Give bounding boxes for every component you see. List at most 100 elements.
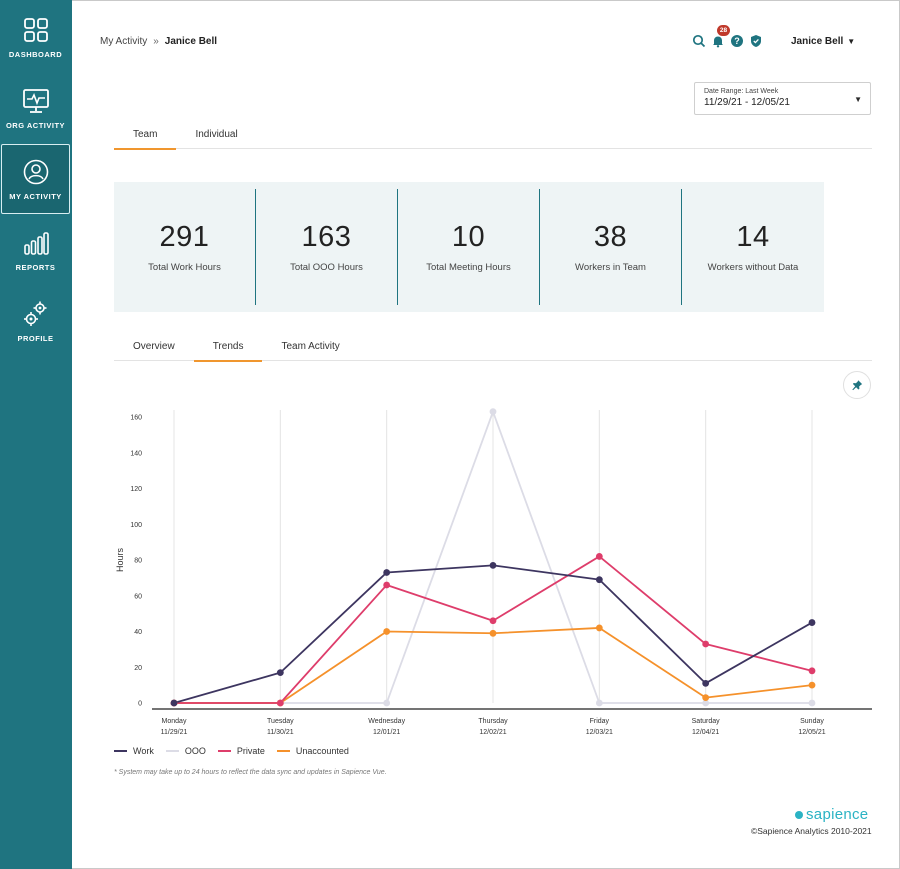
user-name: Janice Bell bbox=[791, 36, 844, 47]
breadcrumb-separator: » bbox=[153, 36, 159, 47]
sidebar-item-label: MY ACTIVITY bbox=[9, 191, 62, 201]
sidebar-item-my-activity[interactable]: MY ACTIVITY bbox=[1, 144, 70, 214]
data-point-unaccounted bbox=[595, 624, 603, 632]
legend-swatch bbox=[276, 750, 290, 752]
y-tick-label: 40 bbox=[134, 629, 142, 636]
x-tick-label-day: Tuesday bbox=[267, 718, 294, 725]
breadcrumb: My Activity » Janice Bell bbox=[100, 36, 217, 47]
stat-label: Workers in Team bbox=[575, 262, 646, 273]
gears-icon bbox=[23, 301, 46, 326]
stat-label: Total OOO Hours bbox=[290, 262, 363, 273]
bar-chart-icon bbox=[23, 231, 49, 255]
stat-value: 291 bbox=[159, 221, 210, 253]
help-icon[interactable]: ? bbox=[730, 34, 744, 48]
pin-button[interactable] bbox=[843, 371, 871, 399]
date-range-value: 11/29/21 - 12/05/21 bbox=[704, 97, 790, 108]
date-range-label: Date Range: Last Week bbox=[704, 88, 779, 95]
sidebar-item-label: ORG ACTIVITY bbox=[5, 120, 66, 130]
x-tick-label-date: 12/05/21 bbox=[798, 729, 825, 736]
legend-label: Unaccounted bbox=[295, 746, 349, 756]
sidebar-item-label: DASHBOARD bbox=[8, 49, 63, 59]
sidebar-item-reports[interactable]: REPORTS bbox=[1, 215, 70, 285]
sidebar-item-profile[interactable]: PROFILE bbox=[1, 286, 70, 356]
data-point-work bbox=[489, 561, 497, 569]
y-tick-label: 140 bbox=[130, 450, 142, 457]
sidebar-item-label: REPORTS bbox=[15, 262, 56, 272]
tab-team-activity[interactable]: Team Activity bbox=[281, 340, 340, 352]
stat-label: Total Work Hours bbox=[148, 262, 221, 273]
shield-icon[interactable] bbox=[749, 34, 763, 48]
data-point-work bbox=[702, 679, 710, 687]
chevron-down-icon: ▼ bbox=[847, 37, 856, 46]
data-point-private bbox=[595, 553, 603, 560]
header-toolbar: ? bbox=[692, 34, 763, 48]
x-tick-label-day: Wednesday bbox=[368, 718, 405, 725]
stat-value: 14 bbox=[736, 221, 770, 253]
data-point-ooo bbox=[489, 408, 497, 416]
tab-team[interactable]: Team bbox=[114, 119, 177, 150]
date-range-select[interactable]: Date Range: Last Week 11/29/21 - 12/05/2… bbox=[694, 82, 871, 115]
user-menu[interactable]: Janice Bell ▼ bbox=[791, 36, 855, 47]
stat-total-work-hours: 291 Total Work Hours bbox=[114, 189, 256, 305]
y-tick-label: 120 bbox=[130, 486, 142, 493]
data-point-private bbox=[276, 699, 284, 707]
breadcrumb-parent-link[interactable]: My Activity bbox=[100, 36, 148, 47]
x-tick-label-date: 12/04/21 bbox=[692, 729, 719, 736]
chevron-down-icon: ▼ bbox=[854, 95, 862, 104]
sapience-logo: sapience bbox=[795, 806, 868, 823]
tab-individual[interactable]: Individual bbox=[195, 128, 238, 140]
data-point-work bbox=[383, 569, 391, 576]
x-tick-label-day: Monday bbox=[162, 718, 187, 725]
legend-item-unaccounted[interactable]: Unaccounted bbox=[276, 746, 349, 756]
sync-note: * System may take up to 24 hours to refl… bbox=[114, 769, 387, 776]
breadcrumb-current: Janice Bell bbox=[164, 36, 218, 47]
y-tick-label: 100 bbox=[130, 522, 142, 529]
data-point-private bbox=[808, 667, 816, 675]
legend-item-ooo[interactable]: OOO bbox=[165, 746, 206, 756]
legend-item-work[interactable]: Work bbox=[114, 746, 154, 756]
data-point-unaccounted bbox=[489, 629, 497, 637]
x-tick-label-date: 11/29/21 bbox=[161, 729, 188, 736]
logo-dot bbox=[795, 810, 803, 819]
legend-swatch bbox=[114, 750, 127, 752]
stat-label: Workers without Data bbox=[707, 262, 799, 273]
bell-icon[interactable] bbox=[711, 34, 725, 48]
legend-item-private[interactable]: Private bbox=[217, 746, 265, 756]
x-tick-label-date: 12/02/21 bbox=[479, 729, 506, 736]
data-point-private bbox=[489, 617, 497, 625]
stat-value: 10 bbox=[451, 221, 486, 253]
main-tabs: Team Individual bbox=[114, 119, 872, 150]
stat-label: Total Meeting Hours bbox=[426, 262, 511, 273]
y-tick-label: 80 bbox=[134, 558, 142, 565]
data-point-unaccounted bbox=[383, 628, 391, 635]
legend-swatch bbox=[217, 750, 231, 752]
data-point-work bbox=[808, 619, 816, 626]
svg-text:?: ? bbox=[734, 36, 740, 46]
summary-stats: 291 Total Work Hours 163 Total OOO Hours… bbox=[114, 182, 824, 312]
data-point-work bbox=[170, 699, 178, 707]
data-point-ooo bbox=[383, 699, 391, 707]
data-point-work bbox=[595, 576, 603, 584]
x-tick-label-day: Friday bbox=[590, 718, 610, 725]
sidebar-item-dashboard[interactable]: DASHBOARD bbox=[1, 2, 70, 72]
y-tick-label: 20 bbox=[134, 665, 142, 672]
sidebar: DASHBOARD ORG ACTIVITY MY ACTIVITY REPOR… bbox=[0, 0, 72, 869]
x-tick-label-day: Thursday bbox=[478, 718, 508, 725]
chart-legend: Work OOO Private Unaccounted bbox=[114, 746, 349, 756]
stat-total-meeting-hours: 10 Total Meeting Hours bbox=[398, 189, 540, 305]
data-point-ooo bbox=[702, 699, 710, 707]
legend-swatch bbox=[165, 750, 179, 752]
search-icon[interactable] bbox=[692, 34, 706, 48]
stat-value: 38 bbox=[593, 221, 628, 253]
y-tick-label: 160 bbox=[130, 415, 142, 422]
legend-label: Private bbox=[236, 746, 265, 756]
dashboard-icon bbox=[23, 17, 48, 42]
data-point-private bbox=[383, 581, 391, 589]
notification-badge: 28 bbox=[717, 25, 730, 36]
tab-trends[interactable]: Trends bbox=[193, 331, 263, 362]
stat-workers-without-data: 14 Workers without Data bbox=[682, 189, 824, 305]
tab-overview[interactable]: Overview bbox=[133, 340, 175, 352]
sidebar-item-org-activity[interactable]: ORG ACTIVITY bbox=[1, 73, 70, 143]
data-point-ooo bbox=[595, 699, 603, 707]
copyright: ©Sapience Analytics 2010-2021 bbox=[751, 826, 872, 836]
